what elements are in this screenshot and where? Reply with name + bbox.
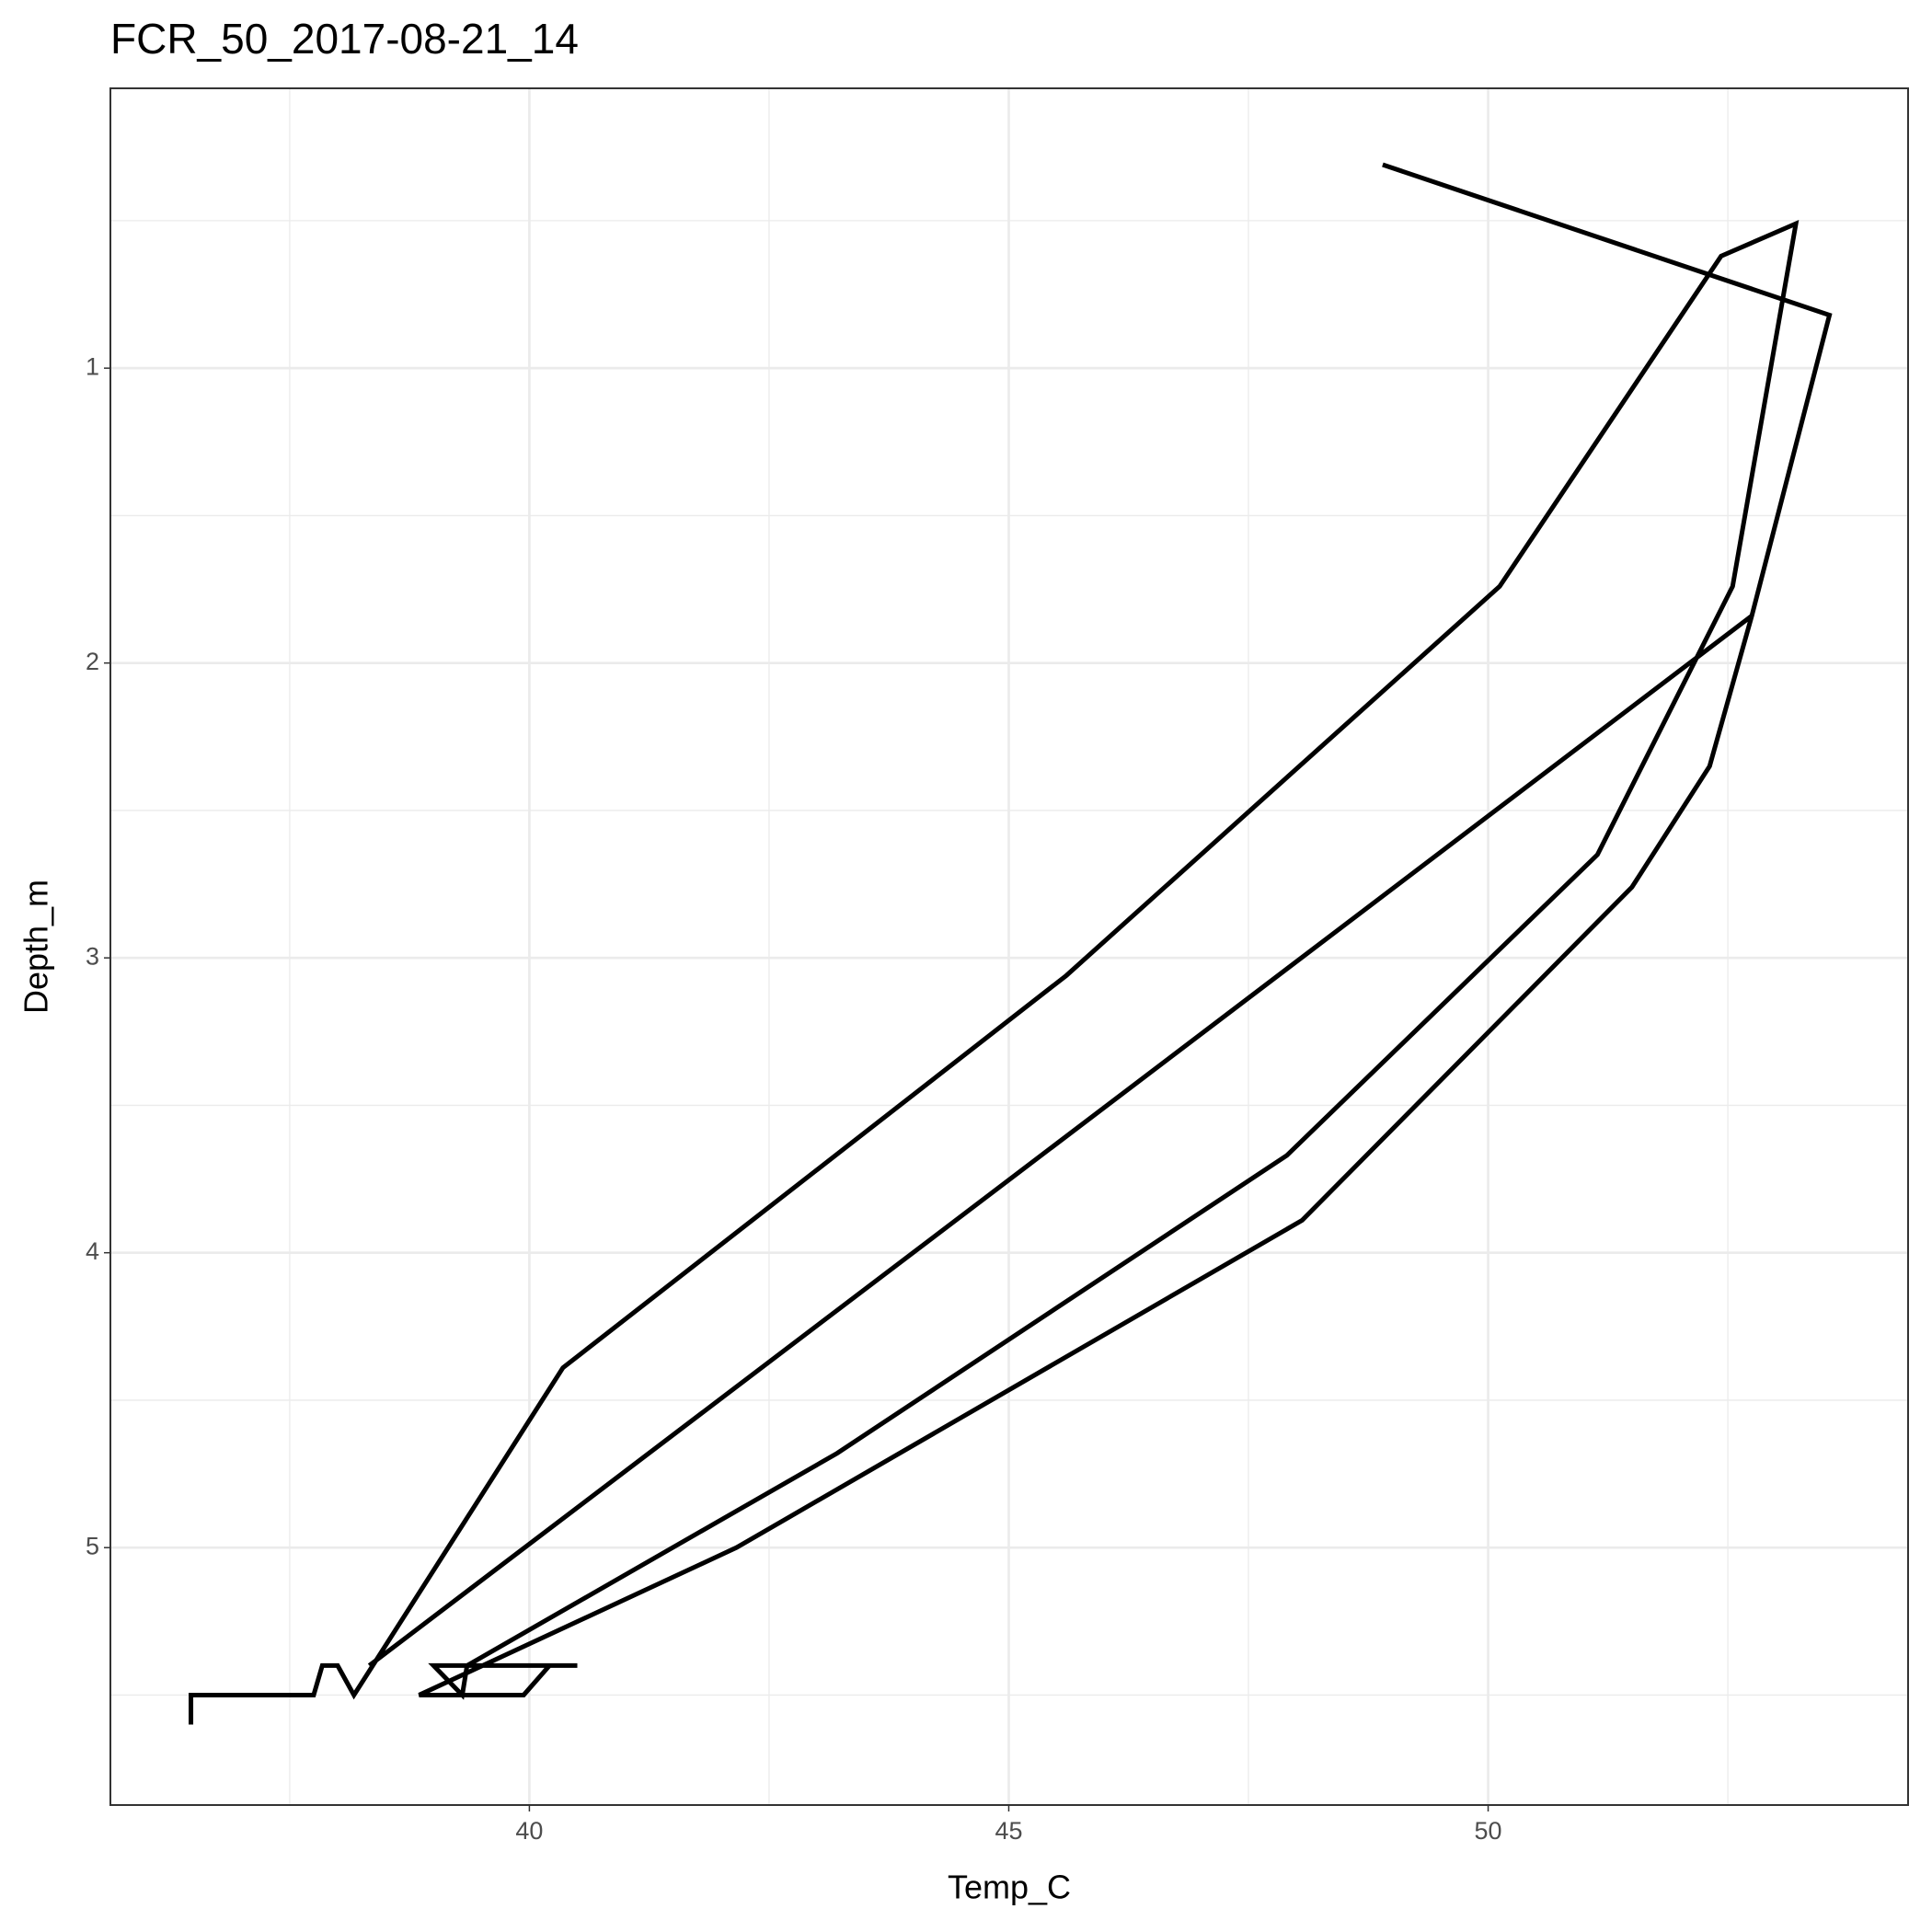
panel-border [109,87,1909,1806]
y-tick-label: 1 [86,352,99,380]
x-tick-label: 45 [995,1817,1022,1845]
y-tick-label: 2 [86,648,99,675]
x-axis-title: Temp_C [948,1869,1071,1906]
x-tick-label: 50 [1475,1817,1502,1845]
x-tick-label: 40 [515,1817,543,1845]
y-tick-label: 5 [86,1532,99,1559]
data-line [189,162,1833,1725]
y-tick-label: 4 [86,1237,99,1265]
y-axis-title: Depth_m [17,880,55,1014]
y-tick-label: 3 [86,942,99,970]
chart-title: FCR_50_2017-08-21_14 [110,15,579,63]
